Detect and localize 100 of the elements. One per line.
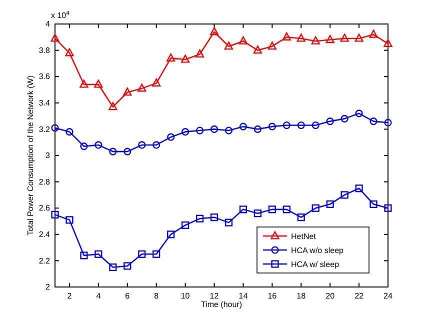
point — [370, 118, 378, 126]
point — [384, 118, 392, 126]
point — [51, 210, 59, 218]
point — [66, 216, 74, 224]
point — [94, 141, 102, 149]
point — [138, 84, 146, 92]
point — [80, 252, 88, 260]
point — [108, 102, 118, 110]
x-tick-label: 2 — [67, 292, 72, 301]
point — [354, 34, 364, 42]
point — [282, 121, 290, 130]
y-tick-label: 2.8 — [38, 177, 51, 186]
point — [224, 218, 233, 226]
point — [210, 27, 219, 36]
point — [326, 200, 334, 208]
y-tick-label: 3.2 — [38, 124, 51, 134]
point — [384, 204, 392, 212]
y-tick-label: 2.6 — [38, 204, 51, 213]
point — [94, 80, 103, 88]
point — [109, 263, 117, 272]
y-tick-label: 3.8 — [38, 46, 51, 55]
point — [312, 204, 320, 212]
y-tick-label: 3.4 — [38, 98, 51, 108]
y-axis-title: Total Power Consumption of the Network (W) — [26, 75, 35, 236]
point — [182, 221, 190, 229]
x-tick-label: 4 — [96, 292, 102, 301]
point — [369, 30, 378, 38]
point — [311, 36, 320, 44]
point — [65, 48, 74, 56]
point — [238, 36, 248, 44]
point — [109, 148, 117, 156]
point — [123, 88, 132, 96]
x-tick-label: 24 — [384, 292, 393, 301]
point — [297, 214, 305, 222]
point — [370, 200, 378, 208]
point — [124, 148, 132, 156]
x-tick-label: 10 — [180, 292, 190, 301]
y-tick-label: 2.2 — [38, 256, 51, 266]
point — [312, 121, 320, 130]
point — [138, 250, 146, 258]
legend-label: HCA w/o sleep — [291, 246, 344, 255]
point — [224, 42, 234, 50]
point — [210, 125, 218, 133]
point — [152, 78, 161, 86]
y-tick-label: 3.6 — [38, 72, 51, 82]
x-tick-label: 22 — [354, 292, 364, 301]
point — [196, 126, 204, 134]
point — [210, 214, 218, 222]
point — [268, 42, 276, 50]
point — [326, 118, 334, 126]
point — [196, 214, 204, 222]
point — [340, 34, 349, 42]
point — [138, 141, 146, 149]
point — [268, 206, 276, 214]
point — [80, 80, 88, 88]
x-tick-label: 16 — [268, 292, 278, 301]
y-tick-label: 4 — [46, 20, 51, 29]
point — [50, 34, 60, 42]
point — [239, 206, 248, 214]
point — [239, 122, 248, 130]
x-tick-label: 6 — [125, 292, 130, 301]
point — [152, 250, 160, 258]
point — [355, 110, 363, 118]
point — [195, 49, 204, 58]
point — [355, 184, 363, 192]
x-tick-label: 8 — [154, 292, 160, 301]
point — [224, 126, 233, 134]
point — [124, 262, 132, 270]
x-tick-label: 20 — [326, 292, 336, 301]
text: x 10$^{4}$ — [51, 10, 70, 20]
point — [326, 34, 334, 44]
x-tick-label: 14 — [238, 292, 248, 301]
y-tick-label: 3 — [46, 151, 51, 160]
y-tick-label: 2 — [46, 282, 51, 292]
point — [51, 124, 59, 132]
point — [297, 121, 305, 130]
x-axis-title: Time (hour) — [200, 300, 242, 309]
point — [282, 32, 291, 40]
point — [181, 54, 190, 63]
legend-label: HetNet — [291, 232, 317, 241]
x-tick-label: 12 — [210, 292, 220, 301]
point — [340, 114, 348, 122]
point — [167, 230, 175, 238]
point — [253, 46, 262, 54]
point — [80, 142, 88, 150]
point — [94, 250, 102, 258]
y-tick-label: 2.4 — [38, 230, 51, 239]
point — [296, 34, 306, 42]
point — [166, 53, 176, 62]
point — [340, 191, 348, 199]
point — [254, 210, 262, 218]
point — [254, 125, 262, 133]
point — [66, 128, 74, 136]
point — [152, 141, 160, 149]
point — [167, 133, 175, 141]
point — [384, 38, 392, 48]
point — [282, 206, 290, 214]
x-tick-label: 18 — [296, 292, 306, 301]
point — [182, 128, 190, 136]
point — [268, 122, 276, 130]
